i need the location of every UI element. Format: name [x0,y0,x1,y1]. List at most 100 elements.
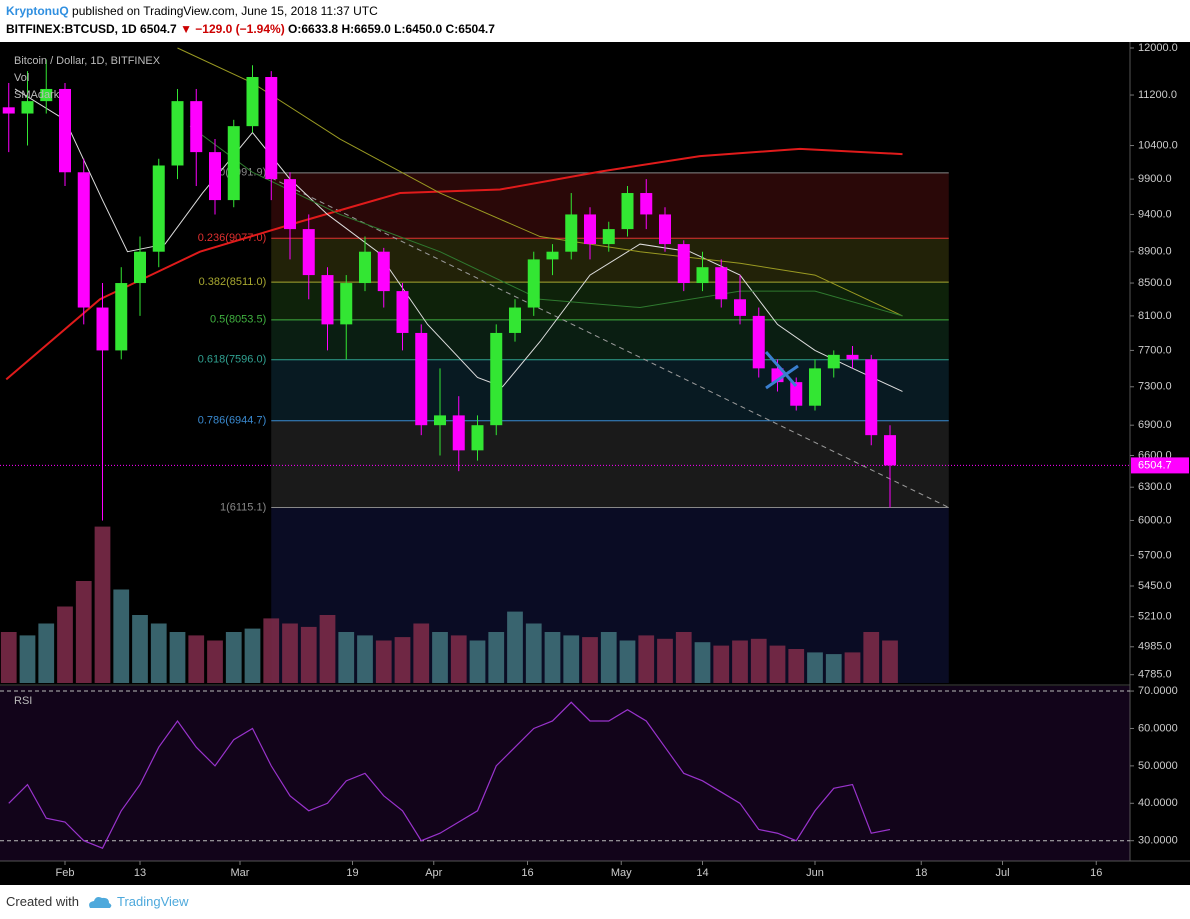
candle-body [134,251,146,284]
candle-body [884,435,896,466]
y-tick-label: 9900.0 [1138,173,1172,185]
volume-bar [788,649,805,683]
volume-bar [207,640,223,683]
volume-bar [675,632,692,683]
y-tick-label: 10400.0 [1138,139,1178,151]
volume-bar [844,652,861,683]
volume-bar [225,632,242,683]
volume-bar [657,638,673,683]
volume-bar [432,632,448,683]
candle-body [359,251,371,284]
moving-average [189,125,903,317]
candle-body [284,179,296,230]
price: 6504.7 [140,22,177,36]
candle-body [321,275,334,325]
candle-body [434,415,446,426]
candle-body [602,229,615,245]
fib-band [271,238,949,283]
candle-body [490,332,503,426]
candle-body [752,315,765,369]
low: L:6450.0 [394,22,443,36]
candle-body [452,415,465,451]
candle-body [809,368,821,406]
rsi-title: RSI [14,695,32,707]
logo [89,897,112,908]
y-tick-label: 8900.0 [1138,246,1172,258]
candle-body [584,214,596,245]
fib-label: 0.236(9077.0) [198,232,267,244]
y-tick-label: 12000.0 [1138,42,1178,54]
volume-bar [488,632,505,683]
volume-bar [825,654,842,683]
footer: Created with TradingView [0,885,1190,919]
fib-label: 1(6115.1) [220,501,266,513]
y-tick-label: 6900.0 [1138,419,1172,431]
x-tick-label: 19 [346,867,358,879]
y-tick-label: 8100.0 [1138,310,1172,322]
symbol: BITFINEX:BTCUSD, 1D [6,22,137,36]
volume-bar [132,615,148,683]
volume-bar [638,635,655,683]
volume-bar [150,623,167,683]
created-with: Created with [6,894,79,909]
volume-bar [357,635,373,683]
fib-band [271,282,949,320]
candle-body [59,88,71,173]
y-tick-label: 5450.0 [1138,580,1172,592]
fib-label: 0.382(8511.0) [199,276,267,288]
rsi-tick-label: 60.0000 [1138,722,1178,734]
header: KryptonuQ published on TradingView.com, … [0,0,1190,42]
rsi-tick-label: 70.0000 [1138,685,1178,697]
indicator-label: Vol [14,72,29,84]
candle-body [152,165,165,252]
x-marker [764,351,799,390]
y-tick-label: 6300.0 [1138,481,1172,493]
candle-body [565,214,578,252]
volume-bar [113,589,130,683]
fib-band [271,172,949,239]
volume-bar [563,635,580,683]
volume-bar [375,640,392,683]
y-tick-label: 4985.0 [1138,641,1172,653]
candle-body [734,299,746,316]
moving-average [5,147,903,381]
volume-bar [282,623,298,683]
candle-body [2,107,15,114]
published: published on TradingView.com, June 15, 2… [72,4,378,18]
volume-bar [694,642,711,683]
candle-body [846,354,859,360]
y-tick-label: 7300.0 [1138,381,1172,393]
rsi-tick-label: 30.0000 [1138,835,1178,847]
volume-bar [0,632,17,683]
volume-bar [338,632,355,683]
x-tick-label: 18 [915,867,927,879]
volume-bar [19,635,36,683]
candle-body [96,307,109,351]
candle-body [415,332,428,426]
y-tick-label: 5210.0 [1138,611,1172,623]
volume-bar [263,618,280,683]
volume-bar [469,640,486,683]
candle-body [527,259,540,308]
candle-body [546,251,559,260]
candle-body [377,251,390,292]
author[interactable]: KryptonuQ [6,4,69,18]
brand[interactable]: TradingView [117,894,189,909]
volume-bar [319,615,336,683]
fib-label: 0.618(7596.0) [198,354,267,366]
fib-band [271,319,949,360]
fib-label: 0(9991.9) [219,167,266,179]
last-price-label: 6504.7 [1138,459,1172,471]
volume-bar [544,632,561,683]
candle-body [677,244,690,284]
fib-band [271,420,949,508]
volume-bar [394,637,411,683]
quote-line: BITFINEX:BTCUSD, 1D 6504.7 ▼ −129.0 (−1.… [6,22,495,36]
x-tick-label: 16 [521,867,533,879]
x-tick-label: 14 [696,867,708,879]
fib-band [271,359,949,421]
last-price-tag [1131,457,1189,474]
x-tick-label: Jun [806,867,824,879]
volume-bar [863,632,880,683]
